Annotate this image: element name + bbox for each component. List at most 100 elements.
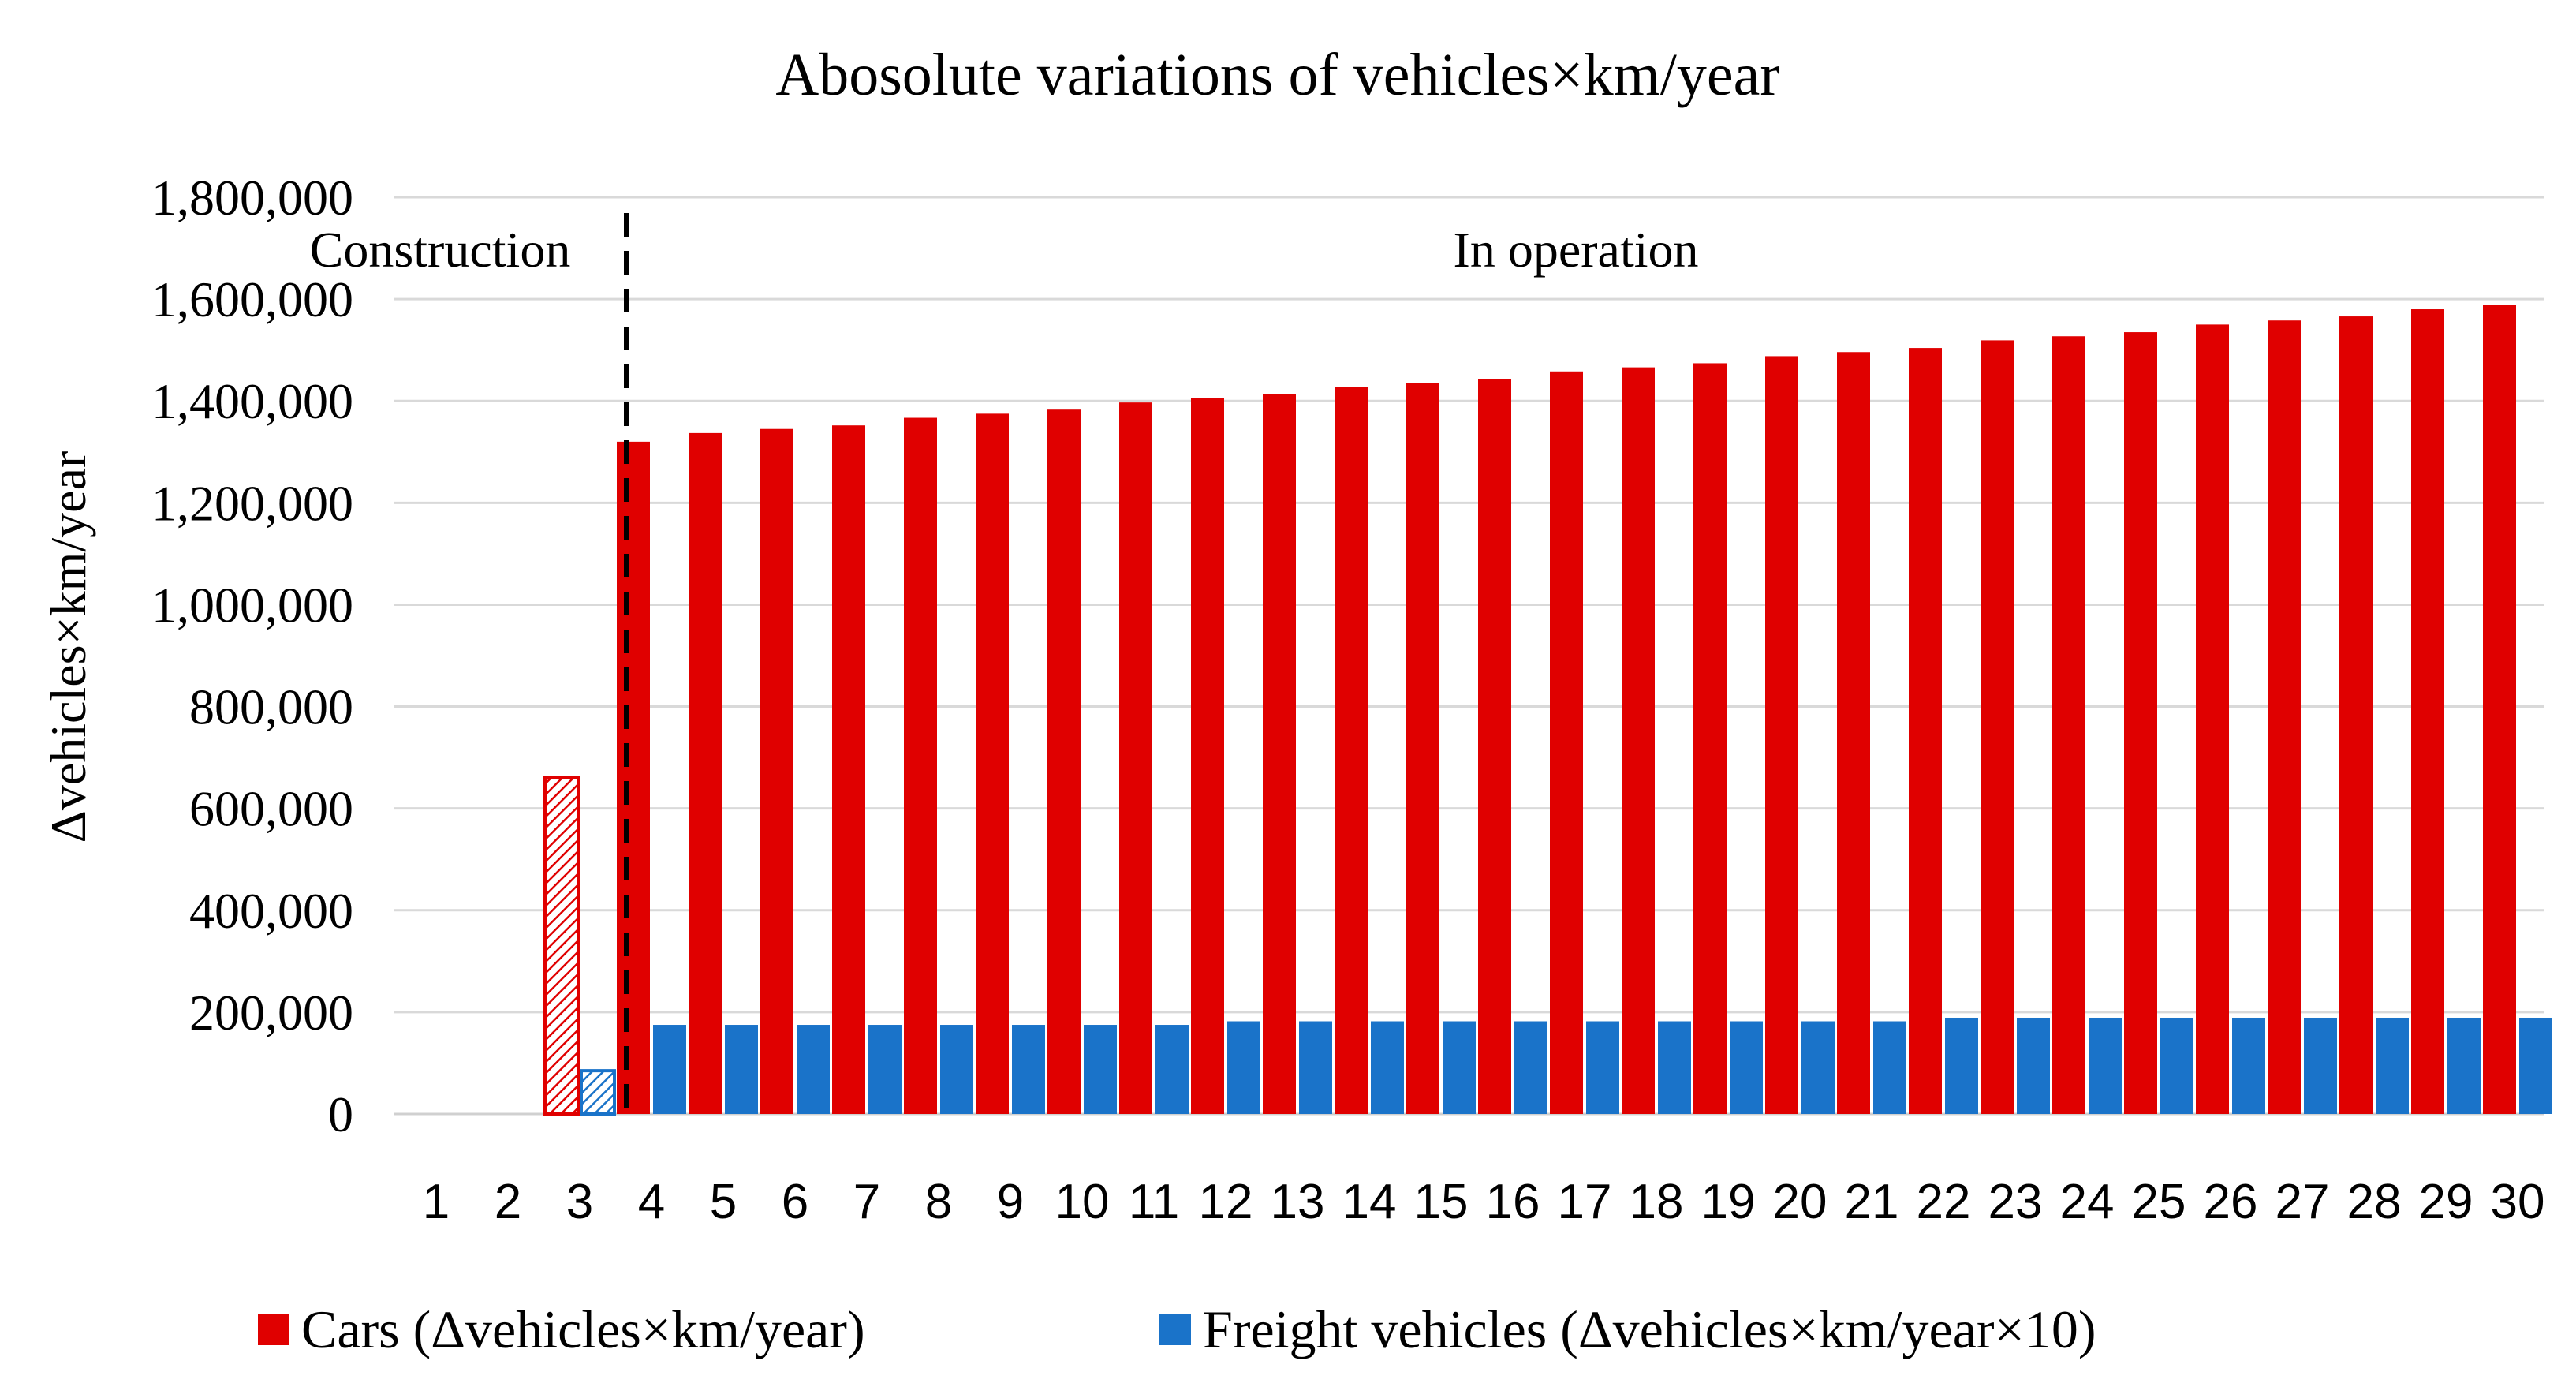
bar-cars: [2411, 309, 2444, 1114]
x-tick-label: 29: [2419, 1175, 2473, 1229]
bar-cars: [1263, 394, 1296, 1115]
bar-freight: [1012, 1025, 1045, 1114]
legend-swatch-cars: [258, 1314, 289, 1345]
legend-label-cars: Cars (Δvehicles×km/year): [301, 1299, 865, 1359]
bar-freight: [2160, 1017, 2193, 1114]
bar-cars: [1622, 367, 1655, 1114]
bar-cars: [689, 432, 722, 1114]
bar-cars: [1837, 352, 1870, 1114]
bar-cars: [1047, 409, 1081, 1114]
y-tick-label: 600,000: [189, 781, 353, 837]
bar-freight: [868, 1025, 902, 1114]
bar-freight: [2519, 1017, 2552, 1114]
x-tick-label: 21: [1845, 1175, 1899, 1229]
x-tick-label: 8: [925, 1175, 952, 1229]
bar-cars: [2052, 336, 2085, 1114]
y-tick-label: 1,600,000: [151, 271, 353, 327]
bar-freight: [725, 1025, 758, 1114]
bar-freight: [1299, 1021, 1332, 1114]
x-tick-labels: 1 2 3 4 5 6 7 8 9 10 11 12 13 14 15 16 17 18 19 20 21 22 23 24 2…: [423, 1175, 2545, 1229]
y-tick-label: 200,000: [189, 985, 353, 1041]
bar-freight: [2017, 1017, 2050, 1114]
bar-freight: [1084, 1025, 1117, 1114]
x-tick-label: 16: [1486, 1175, 1540, 1229]
bar-freight: [1514, 1021, 1547, 1114]
bar-cars: [1478, 379, 1511, 1114]
x-tick-label: 23: [1988, 1175, 2043, 1229]
bar-freight: [1227, 1021, 1260, 1114]
x-tick-label: 7: [853, 1175, 880, 1229]
y-tick-label: 1,800,000: [151, 170, 353, 226]
x-tick-label: 14: [1342, 1175, 1397, 1229]
bar-freight: [1155, 1025, 1189, 1114]
bar-freight: [1443, 1021, 1476, 1114]
x-tick-label: 30: [2491, 1175, 2545, 1229]
x-tick-label: 20: [1773, 1175, 1827, 1229]
bar-freight: [2376, 1017, 2409, 1114]
x-tick-label: 22: [1917, 1175, 1971, 1229]
bar-freight: [2089, 1017, 2122, 1114]
bar-freight: [2304, 1017, 2337, 1114]
x-tick-label: 25: [2132, 1175, 2186, 1229]
bar-cars: [1191, 398, 1224, 1114]
x-tick-label: 19: [1701, 1175, 1756, 1229]
annotation-construction: Construction: [310, 222, 571, 278]
bar-freight: [580, 1069, 616, 1116]
bar-freight: [2232, 1017, 2265, 1114]
x-tick-label: 2: [495, 1175, 521, 1229]
y-tick-label: 1,000,000: [151, 577, 353, 633]
x-tick-label: 28: [2347, 1175, 2402, 1229]
x-tick-label: 26: [2204, 1175, 2258, 1229]
y-tick-label: 0: [328, 1086, 353, 1142]
x-tick-label: 24: [2060, 1175, 2115, 1229]
bar-cars: [2339, 316, 2373, 1114]
annotation-operation: In operation: [1454, 222, 1699, 278]
x-tick-label: 1: [423, 1175, 450, 1229]
bar-cars: [2483, 305, 2516, 1114]
x-tick-label: 10: [1055, 1175, 1110, 1229]
y-tick-label: 400,000: [189, 883, 353, 939]
x-tick-label: 11: [1129, 1175, 1179, 1229]
legend: Cars (Δvehicles×km/year) Freight vehicle…: [258, 1299, 2096, 1359]
x-tick-label: 12: [1199, 1175, 1253, 1229]
bars: [543, 305, 2552, 1116]
bar-cars: [1550, 371, 1583, 1114]
bar-freight: [1730, 1021, 1763, 1114]
x-tick-label: 4: [638, 1175, 665, 1229]
chart-title: Abosolute variations of vehicles×km/year: [775, 42, 1779, 108]
y-axis-label: Δvehicles×km/year: [40, 451, 96, 843]
bar-freight: [1658, 1021, 1691, 1114]
bar-cars: [1406, 383, 1439, 1114]
bar-freight: [2447, 1017, 2481, 1114]
bar-cars: [617, 441, 650, 1114]
y-tick-label: 1,400,000: [151, 373, 353, 429]
bar-cars: [1693, 363, 1727, 1114]
x-tick-label: 9: [997, 1175, 1024, 1229]
bar-freight: [1371, 1021, 1404, 1114]
x-tick-label: 13: [1271, 1175, 1325, 1229]
bar-freight: [940, 1025, 973, 1114]
x-tick-label: 27: [2275, 1175, 2330, 1229]
bar-cars: [760, 428, 793, 1114]
bar-cars: [1119, 402, 1152, 1114]
y-tick-label: 1,200,000: [151, 475, 353, 531]
bar-freight: [1945, 1017, 1978, 1114]
legend-label-freight: Freight vehicles (Δvehicles×km/year×10): [1203, 1299, 2096, 1359]
bar-cars: [904, 417, 937, 1114]
bar-freight: [653, 1025, 686, 1114]
bar-freight: [1801, 1021, 1835, 1114]
x-tick-label: 5: [710, 1175, 737, 1229]
bar-cars: [1909, 348, 1942, 1114]
bar-cars: [1335, 387, 1368, 1114]
legend-swatch-freight: [1159, 1314, 1191, 1345]
y-tick-labels: 0 200,000 400,000 600,000 800,000 1,000,000 1,…: [151, 170, 353, 1142]
bar-cars: [543, 776, 580, 1116]
gridlines: [394, 196, 2544, 1116]
bar-cars: [2124, 332, 2157, 1114]
bar-cars: [976, 413, 1009, 1114]
x-tick-label: 3: [566, 1175, 593, 1229]
x-tick-label: 6: [782, 1175, 808, 1229]
bar-freight: [797, 1025, 830, 1114]
